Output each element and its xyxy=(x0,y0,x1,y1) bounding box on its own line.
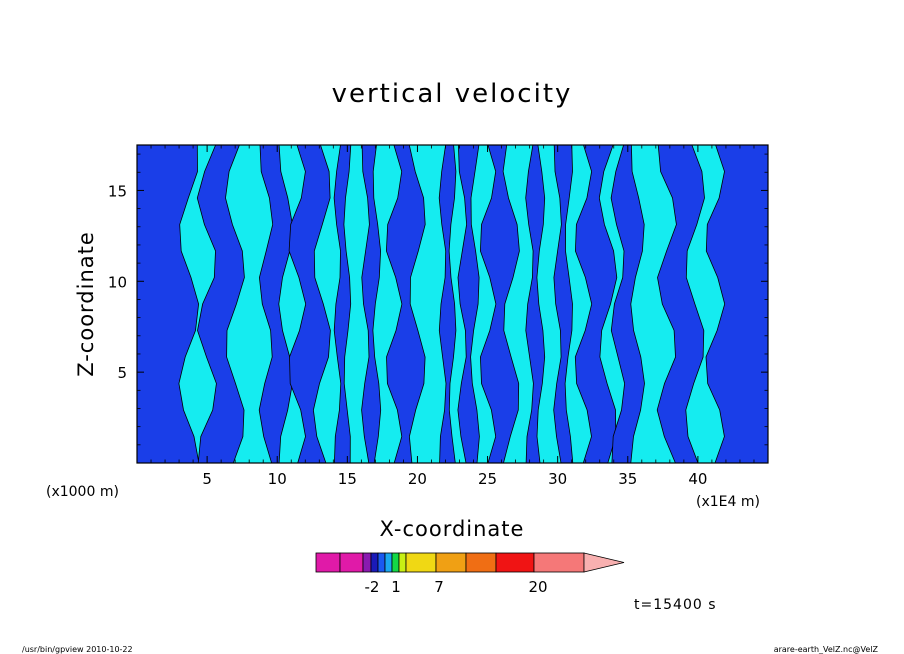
colorbar-segment xyxy=(339,552,364,573)
source-label: arare-earth_VelZ.nc@VelZ xyxy=(774,645,879,654)
x-tick-label: 10 xyxy=(268,470,287,488)
x-tick-label: 25 xyxy=(478,470,497,488)
colorbar-segment xyxy=(495,552,535,573)
colorbar-extension xyxy=(583,552,625,573)
y-tick-label: 15 xyxy=(108,182,127,200)
y-axis-label: Z-coordinate xyxy=(74,231,98,377)
colorbar xyxy=(315,552,625,573)
x-tick-label: 40 xyxy=(688,470,707,488)
colorbar-segment xyxy=(435,552,467,573)
x-unit-right: (x1E4 m) xyxy=(696,494,760,510)
colorbar-segment xyxy=(533,552,585,573)
colorbar-segment xyxy=(465,552,497,573)
colorbar-segment xyxy=(315,552,341,573)
time-label: t=15400 s xyxy=(634,597,717,613)
x-axis-label: X-coordinate xyxy=(380,517,525,541)
colorbar-segment xyxy=(384,552,393,573)
x-tick-label: 30 xyxy=(548,470,567,488)
plot-frame xyxy=(136,144,769,464)
colorbar-segment xyxy=(362,552,372,573)
colorbar-tick-label: -2 xyxy=(365,578,380,596)
colorbar-segment xyxy=(391,552,400,573)
x-tick-label: 15 xyxy=(338,470,357,488)
x-tick-label: 20 xyxy=(408,470,427,488)
colorbar-tick-label: 7 xyxy=(434,578,444,596)
x-tick-label: 5 xyxy=(202,470,212,488)
plot-area xyxy=(136,144,769,464)
x-tick-label: 35 xyxy=(618,470,637,488)
colorbar-segment xyxy=(370,552,379,573)
y-tick-label: 10 xyxy=(108,273,127,291)
chart-title: vertical velocity xyxy=(332,79,573,109)
colorbar-segment xyxy=(377,552,386,573)
y-tick-label: 5 xyxy=(117,364,127,382)
colorbar-tick-label: 1 xyxy=(391,578,401,596)
colorbar-tick-labels: -2 1 7 20 xyxy=(365,578,548,596)
x-unit-left: (x1000 m) xyxy=(46,484,119,500)
colorbar-segment xyxy=(405,552,437,573)
colorbar-segment xyxy=(398,552,407,573)
program-label: /usr/bin/gpview 2010-10-22 xyxy=(22,645,133,654)
colorbar-tick-label: 20 xyxy=(528,578,547,596)
